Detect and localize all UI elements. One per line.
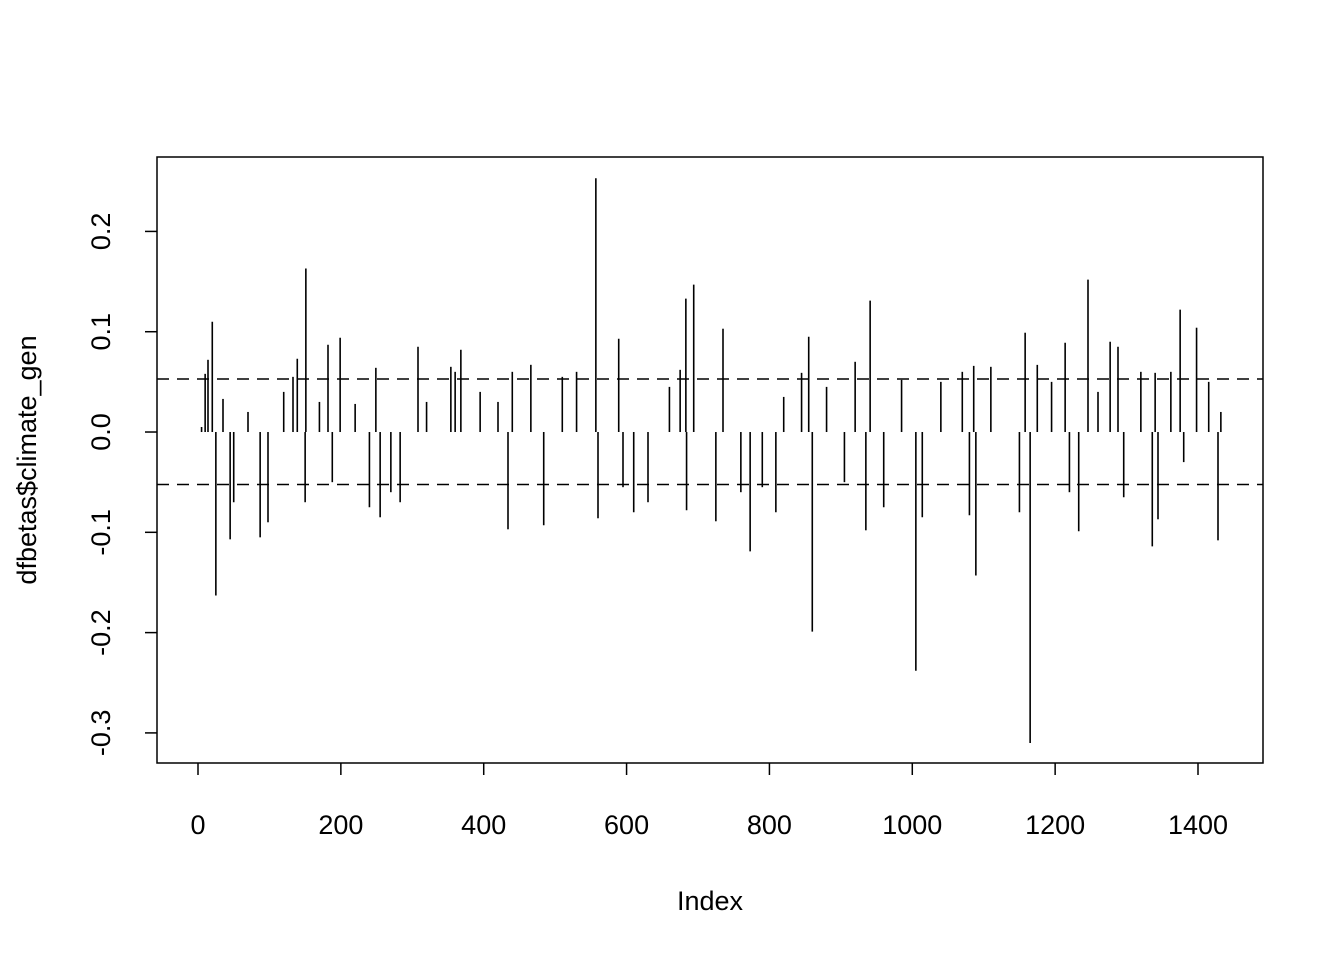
- y-tick-label: -0.3: [86, 710, 116, 757]
- x-tick-label: 1400: [1168, 810, 1228, 840]
- x-tick-label: 1000: [882, 810, 942, 840]
- plot-frame: [156, 156, 1264, 764]
- y-tick-label: 0.1: [86, 313, 116, 351]
- y-tick-label: -0.2: [86, 609, 116, 656]
- x-axis-label: Index: [677, 886, 744, 916]
- x-tick-label: 0: [190, 810, 205, 840]
- x-tick-label: 400: [461, 810, 506, 840]
- x-tick-label: 800: [747, 810, 792, 840]
- y-tick-label: 0.2: [86, 213, 116, 251]
- y-tick-label: 0.0: [86, 413, 116, 451]
- y-axis-label: dfbetas$climate_gen: [12, 335, 42, 584]
- x-tick-label: 600: [604, 810, 649, 840]
- y-tick-label: -0.1: [86, 509, 116, 556]
- x-tick-label: 200: [318, 810, 363, 840]
- x-tick-label: 1200: [1025, 810, 1085, 840]
